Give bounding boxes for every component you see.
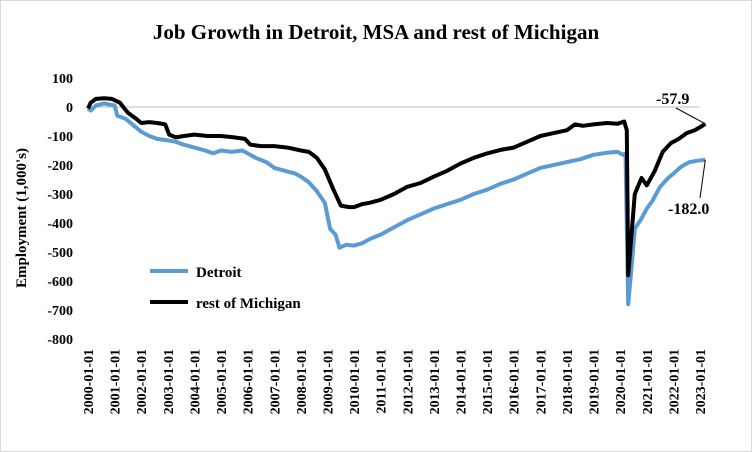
x-tick-label: 2005-01-01: [215, 349, 230, 414]
y-tick-label: -700: [47, 304, 73, 319]
y-tick-label: 100: [52, 72, 73, 87]
x-tick-label: 2011-01-01: [375, 349, 390, 414]
x-tick-label: 2015-01-01: [481, 349, 496, 414]
x-tick-label: 2009-01-01: [321, 349, 336, 414]
x-tick-label: 2023-01-01: [694, 349, 709, 414]
x-axis-ticks: 2000-01-01 2001-01-01 2002-01-01 2003-01-01…: [82, 349, 709, 414]
x-tick-label: 2006-01-01: [242, 349, 257, 414]
legend-label-detroit: Detroit: [196, 265, 242, 281]
x-tick-label: 2018-01-01: [561, 349, 576, 414]
x-tick-label: 2004-01-01: [188, 349, 203, 414]
annotations: -57.9 -182.0: [656, 91, 709, 218]
x-tick-label: 2002-01-01: [135, 349, 150, 414]
annotation-leader-detroit: [699, 159, 706, 199]
x-tick-label: 2012-01-01: [401, 349, 416, 414]
x-tick-label: 2020-01-01: [614, 349, 629, 414]
x-tick-label: 2021-01-01: [641, 349, 656, 414]
x-tick-label: 2000-01-01: [82, 349, 97, 414]
series-line-rest-of-michigan: [86, 96, 707, 278]
y-tick-label: -200: [47, 159, 73, 174]
legend: Detroit rest of Michigan: [150, 265, 301, 312]
y-tick-label: -600: [47, 275, 73, 290]
x-tick-label: 2007-01-01: [268, 349, 283, 414]
y-axis-ticks: 100 0 -100 -200 -300 -400 -500 -600 -700 -800: [47, 72, 73, 348]
x-tick-label: 2010-01-01: [348, 349, 363, 414]
x-tick-label: 2014-01-01: [455, 349, 470, 414]
x-tick-label: 2008-01-01: [295, 349, 310, 414]
x-tick-label: 2003-01-01: [162, 349, 177, 414]
x-tick-label: 2022-01-01: [667, 349, 682, 414]
x-tick-label: 2017-01-01: [534, 349, 549, 414]
annotation-detroit: -182.0: [668, 201, 709, 218]
y-tick-label: 0: [66, 101, 73, 116]
chart-title: Job Growth in Detroit, MSA and rest of M…: [153, 20, 600, 44]
x-tick-label: 2001-01-01: [109, 349, 124, 414]
y-tick-label: -300: [47, 188, 73, 203]
x-tick-label: 2016-01-01: [508, 349, 523, 414]
legend-label-rest-of-michigan: rest of Michigan: [196, 296, 301, 312]
y-tick-label: -100: [47, 130, 73, 145]
y-tick-label: -800: [47, 333, 73, 348]
x-tick-label: 2019-01-01: [588, 349, 603, 414]
y-tick-label: -400: [47, 217, 73, 232]
y-axis-title: Employment (1,000's): [14, 148, 30, 288]
annotation-rest-of-michigan: -57.9: [656, 91, 689, 108]
x-tick-label: 2013-01-01: [428, 349, 443, 414]
annotation-leader-rest: [675, 107, 706, 125]
series-line-detroit: [86, 101, 706, 307]
series-lines: [86, 96, 707, 307]
y-tick-label: -500: [47, 246, 73, 261]
